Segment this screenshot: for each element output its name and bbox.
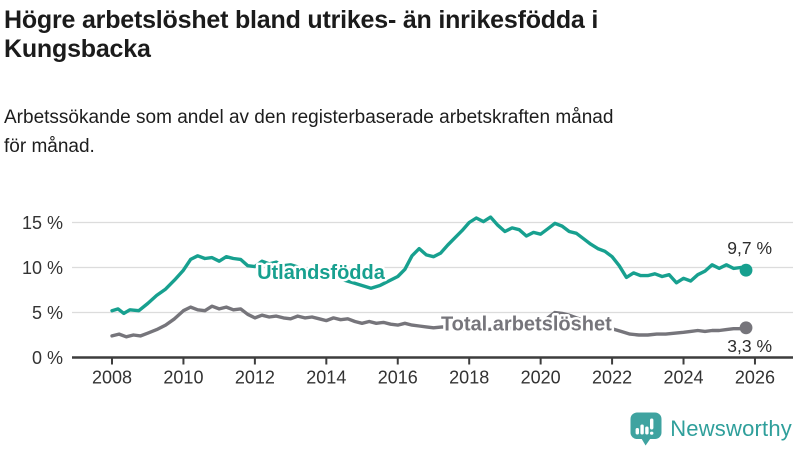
x-axis-label: 2022 bbox=[592, 368, 632, 388]
utlandsfodda-end-value: 9,7 % bbox=[727, 238, 772, 258]
brand-name: Newsworthy bbox=[670, 416, 792, 441]
page-title: Högre arbetslöshet bland utrikes- än inr… bbox=[4, 6, 599, 63]
unemployment-line-chart: 0 % 5 % 10 % 15 % 2008 2010 2012 2014 2016 2018 20… bbox=[22, 213, 793, 388]
page-subtitle: Arbetssökande som andel av den registerb… bbox=[4, 107, 614, 158]
brand-footer: Newsworthy bbox=[630, 412, 792, 446]
x-axis-label: 2024 bbox=[663, 368, 703, 388]
x-axis-label: 2016 bbox=[378, 368, 418, 388]
y-axis-label: 5 % bbox=[32, 303, 63, 323]
x-axis-label: 2014 bbox=[306, 368, 346, 388]
x-axis-label: 2012 bbox=[235, 368, 275, 388]
total-endpoint-dot bbox=[739, 321, 753, 335]
utlandsfodda-line bbox=[110, 215, 748, 316]
utlandsfodda-endpoint-dot bbox=[739, 263, 753, 277]
x-axis-label: 2008 bbox=[92, 368, 132, 388]
y-axis-label: 15 % bbox=[22, 213, 63, 233]
total-series-label: Total arbetslöshet bbox=[441, 313, 612, 335]
newsworthy-logo-icon bbox=[630, 412, 662, 446]
x-axis-label: 2018 bbox=[449, 368, 489, 388]
y-axis-label: 0 % bbox=[32, 348, 63, 368]
x-axis-label: 2010 bbox=[163, 368, 203, 388]
total-unemployment-line bbox=[110, 304, 748, 339]
total-end-value: 3,3 % bbox=[727, 336, 772, 356]
utlandsfodda-series-label: Utlandsfödda bbox=[257, 262, 386, 284]
y-axis-label: 10 % bbox=[22, 258, 63, 278]
x-axis-label: 2020 bbox=[521, 368, 561, 388]
x-axis-label: 2026 bbox=[735, 368, 775, 388]
